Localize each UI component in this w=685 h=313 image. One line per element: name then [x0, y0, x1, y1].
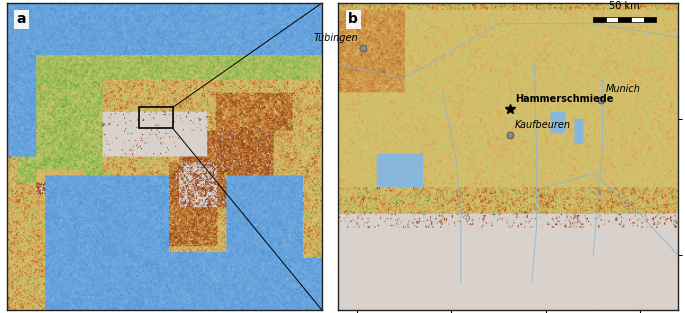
Bar — [138, 107, 173, 128]
Bar — [606, 17, 619, 22]
Text: Munich: Munich — [606, 85, 640, 95]
Bar — [644, 17, 656, 22]
Text: a: a — [16, 12, 26, 26]
Text: 50 km: 50 km — [610, 1, 640, 11]
Text: Hammerschmiede: Hammerschmiede — [514, 94, 613, 104]
Text: Tübingen: Tübingen — [313, 33, 358, 43]
Text: Kaufbeuren: Kaufbeuren — [514, 120, 571, 130]
Text: b: b — [348, 12, 358, 26]
Bar — [619, 17, 631, 22]
Bar — [593, 17, 606, 22]
Bar — [631, 17, 644, 22]
